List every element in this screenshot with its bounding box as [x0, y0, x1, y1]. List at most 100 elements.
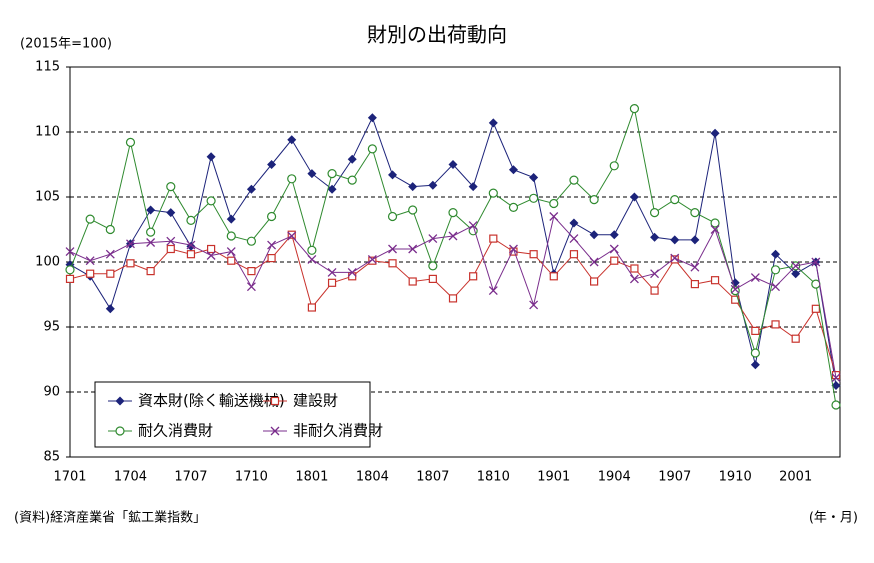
marker: [246, 282, 256, 292]
marker: [105, 249, 115, 259]
marker: [508, 165, 518, 175]
marker: [710, 276, 720, 285]
marker: [347, 175, 357, 185]
marker: [529, 173, 539, 182]
marker: [569, 218, 579, 228]
marker: [469, 272, 478, 281]
marker: [105, 304, 115, 314]
marker: [387, 211, 398, 222]
marker: [125, 137, 136, 147]
marker: [206, 196, 216, 206]
marker: [509, 244, 518, 254]
marker: [226, 214, 236, 224]
marker: [327, 169, 337, 179]
marker: [65, 274, 75, 283]
marker: [569, 250, 579, 259]
marker: [670, 195, 680, 205]
marker: [166, 236, 176, 246]
y-tick-label: 85: [43, 450, 60, 465]
marker: [750, 348, 760, 358]
marker: [710, 225, 720, 234]
marker: [670, 235, 680, 245]
marker: [649, 208, 660, 218]
marker: [791, 261, 801, 271]
x-tick-label: 1704: [114, 470, 147, 485]
marker: [267, 240, 277, 250]
marker: [650, 269, 660, 279]
marker: [549, 198, 559, 209]
marker: [610, 256, 619, 265]
marker: [267, 254, 276, 263]
marker: [367, 113, 377, 123]
marker: [65, 265, 75, 275]
marker: [287, 231, 297, 241]
marker: [327, 278, 337, 287]
marker: [126, 259, 135, 268]
marker: [166, 208, 176, 218]
marker: [771, 282, 780, 292]
marker: [589, 195, 599, 205]
marker: [428, 274, 437, 283]
marker: [549, 212, 559, 221]
marker: [146, 267, 155, 276]
marker: [448, 160, 458, 169]
marker: [186, 240, 196, 250]
x-axis-label: (年・月): [809, 511, 858, 526]
marker: [529, 250, 538, 259]
x-tick-label: 1801: [295, 470, 328, 485]
y-tick-label: 105: [35, 190, 60, 205]
legend-text: 建設財: [293, 392, 338, 410]
x-tick-label: 1807: [416, 470, 449, 485]
marker: [126, 239, 135, 249]
marker: [227, 256, 236, 265]
legend-text: 非耐久消費財: [293, 422, 383, 440]
marker: [751, 326, 760, 335]
marker: [105, 224, 115, 235]
marker: [488, 286, 498, 296]
marker: [589, 230, 599, 240]
legend-box: [94, 381, 371, 448]
marker: [590, 277, 599, 286]
y-tick-label: 95: [43, 320, 60, 335]
x-tick-label: 1707: [174, 470, 207, 485]
marker: [186, 241, 196, 251]
marker: [448, 231, 458, 241]
marker: [166, 244, 175, 254]
marker: [710, 218, 720, 228]
marker: [388, 170, 398, 180]
marker: [408, 277, 417, 286]
marker: [690, 235, 700, 245]
marker: [85, 214, 95, 224]
marker: [348, 272, 357, 281]
marker: [266, 211, 277, 222]
marker: [287, 174, 297, 184]
marker: [247, 267, 256, 276]
legend-text: 資本財(除く輸送機械): [138, 392, 285, 410]
marker: [629, 103, 640, 114]
marker: [86, 269, 95, 278]
marker: [609, 161, 619, 171]
marker: [246, 236, 257, 246]
series-line: [69, 233, 837, 376]
marker: [206, 251, 216, 260]
marker: [270, 396, 280, 406]
marker: [367, 144, 377, 154]
y-tick-label: 110: [35, 125, 60, 140]
y-tick-label: 90: [43, 385, 60, 400]
marker: [146, 205, 156, 215]
x-tick-label: 1907: [658, 470, 691, 485]
marker: [226, 231, 236, 241]
marker: [569, 234, 579, 244]
marker: [307, 169, 317, 179]
marker: [489, 234, 498, 243]
marker: [508, 202, 519, 212]
marker: [791, 334, 800, 343]
marker: [388, 259, 397, 268]
marker: [408, 244, 418, 254]
marker: [115, 396, 125, 406]
marker: [609, 244, 619, 254]
marker: [488, 188, 498, 198]
marker: [690, 280, 699, 289]
marker: [186, 215, 196, 225]
